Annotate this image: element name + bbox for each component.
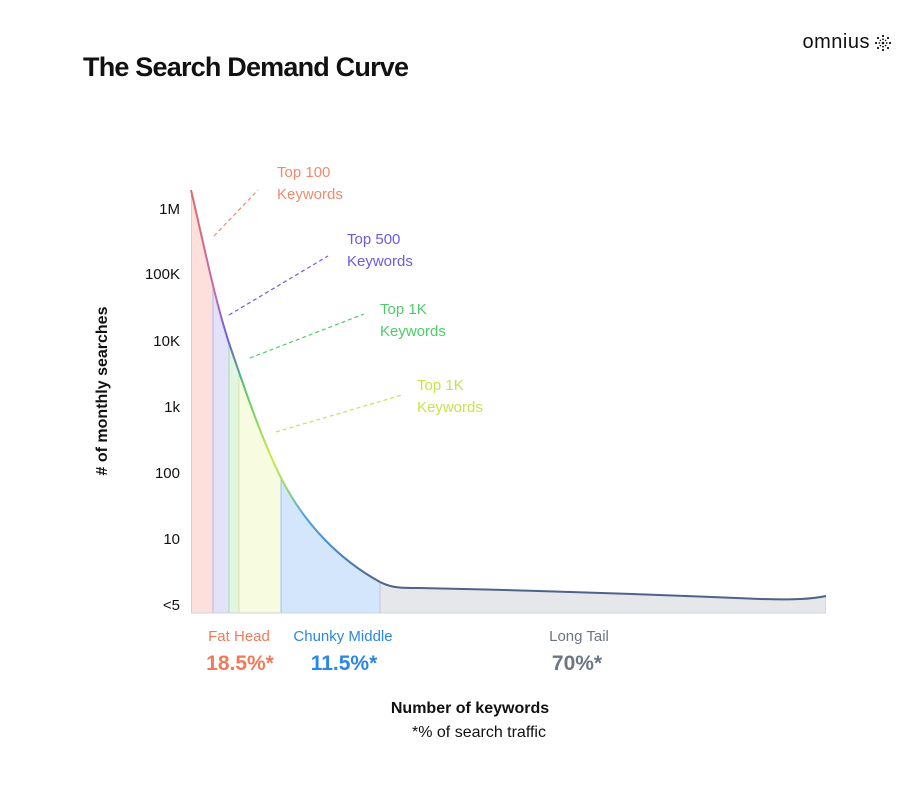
- footnote: *% of search traffic: [412, 724, 546, 741]
- callout-leader-top100: [213, 189, 259, 237]
- segment-label-long-tail: Long Tail: [549, 628, 609, 645]
- segment-value-fat-head: 18.5%*: [206, 652, 275, 675]
- region-top500: [212, 190, 230, 613]
- callout-top100-line2: Keywords: [277, 186, 343, 203]
- y-tick-1k: 1k: [164, 399, 180, 416]
- x-axis-label: Number of keywords: [391, 700, 549, 717]
- region-top1k-b: [238, 190, 282, 613]
- segment-label-fat-head: Fat Head: [208, 628, 270, 645]
- callout-top1k-b-line1: Top 1K: [417, 377, 464, 394]
- y-tick-lt5: <5: [163, 597, 180, 614]
- callout-top1k-line2: Keywords: [380, 323, 446, 340]
- callout-top500-line2: Keywords: [347, 253, 413, 270]
- omnius-burst-icon: [874, 34, 892, 51]
- callout-leader-top1k: [249, 313, 365, 359]
- y-tick-100: 100: [155, 465, 180, 482]
- callout-top1k-line1: Top 1K: [380, 301, 427, 318]
- callout-top1k-b-line2: Keywords: [417, 399, 483, 416]
- region-top100: [191, 190, 214, 613]
- y-axis-label: # of monthly searches: [94, 306, 111, 475]
- callout-top500-line1: Top 500: [347, 231, 400, 248]
- region-top1k: [228, 190, 240, 613]
- y-tick-10k: 10K: [153, 333, 180, 350]
- callout-leader-top1k-b: [275, 394, 403, 433]
- chart-regions: [191, 190, 826, 613]
- logo-text: omnius: [802, 31, 870, 53]
- callout-top100-line1: Top 100: [277, 164, 330, 181]
- omnius-logo: omnius: [803, 31, 892, 54]
- segment-value-long-tail: 70%*: [552, 652, 603, 675]
- y-tick-10: 10: [163, 531, 180, 548]
- demand-curve-head: [190, 189, 381, 583]
- callout-leader-top500: [228, 255, 329, 316]
- region-long-tail: [379, 190, 826, 613]
- y-tick-1m: 1M: [159, 201, 180, 218]
- page-title: The Search Demand Curve: [83, 52, 409, 82]
- y-tick-100k: 100K: [145, 266, 180, 283]
- demand-curve-tail: [379, 581, 827, 601]
- segment-value-chunky-middle: 11.5%*: [311, 652, 378, 675]
- segment-label-chunky-middle: Chunky Middle: [293, 628, 392, 645]
